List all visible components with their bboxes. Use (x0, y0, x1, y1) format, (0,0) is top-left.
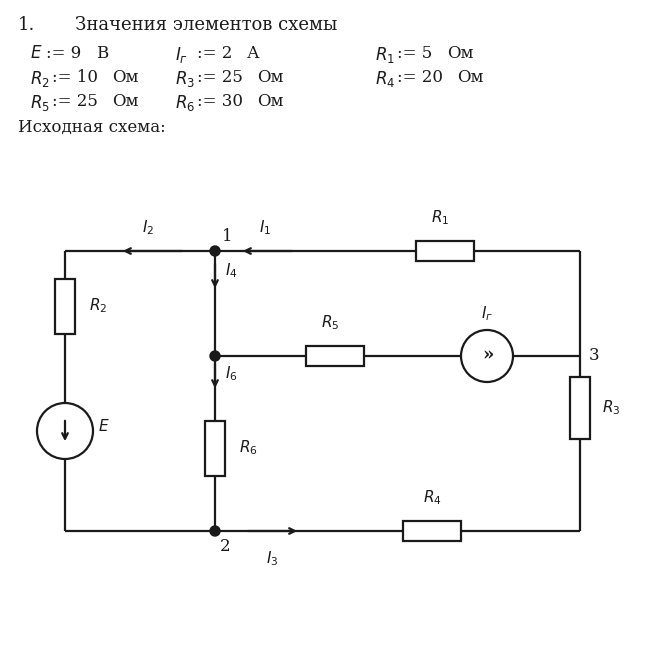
Text: := 5: := 5 (397, 45, 432, 62)
Text: $E$: $E$ (30, 45, 43, 62)
Text: $I_3$: $I_3$ (266, 549, 278, 567)
Circle shape (210, 526, 220, 536)
Text: Ом: Ом (257, 93, 284, 110)
Bar (416, 241, 474, 261)
Text: 1: 1 (222, 228, 233, 245)
Circle shape (461, 330, 513, 382)
Text: $R_2$: $R_2$ (30, 69, 50, 89)
Text: Ом: Ом (112, 93, 138, 110)
Text: $I_4$: $I_4$ (225, 262, 238, 280)
Text: := 9: := 9 (46, 45, 81, 62)
Text: := 25: := 25 (52, 93, 98, 110)
Text: $I_г$: $I_г$ (175, 45, 188, 65)
Circle shape (37, 403, 93, 459)
Text: := 25: := 25 (197, 69, 243, 86)
Text: Исходная схема:: Исходная схема: (18, 119, 166, 136)
Bar (205, 420, 225, 476)
Text: $R_6$: $R_6$ (239, 439, 258, 458)
Text: »: » (483, 346, 494, 364)
Text: := 10: := 10 (52, 69, 98, 86)
Text: Ом: Ом (112, 69, 138, 86)
Circle shape (210, 351, 220, 361)
Text: Ом: Ом (457, 69, 483, 86)
Text: $R_5$: $R_5$ (321, 313, 339, 332)
Bar (55, 278, 75, 334)
Text: 2: 2 (220, 538, 231, 555)
Text: А: А (247, 45, 260, 62)
Text: $I_2$: $I_2$ (142, 218, 154, 237)
Text: В: В (96, 45, 109, 62)
Text: $R_4$: $R_4$ (375, 69, 395, 89)
Text: := 20: := 20 (397, 69, 443, 86)
Bar (403, 521, 461, 541)
Text: 1.: 1. (18, 16, 36, 34)
Text: $R_5$: $R_5$ (30, 93, 50, 113)
Text: Ом: Ом (447, 45, 474, 62)
Text: $R_3$: $R_3$ (175, 69, 195, 89)
Text: := 2: := 2 (197, 45, 233, 62)
Text: $R_2$: $R_2$ (89, 296, 107, 315)
Text: Значения элементов схемы: Значения элементов схемы (75, 16, 337, 34)
Text: $E$: $E$ (98, 418, 110, 434)
Text: $I_6$: $I_6$ (225, 365, 238, 384)
Text: $R_6$: $R_6$ (175, 93, 195, 113)
Text: Ом: Ом (257, 69, 284, 86)
Bar (570, 377, 590, 439)
Text: 3: 3 (589, 348, 599, 364)
Text: $I_г$: $I_г$ (481, 304, 493, 323)
Text: $R_1$: $R_1$ (375, 45, 395, 65)
Text: $R_3$: $R_3$ (602, 399, 620, 418)
Text: := 30: := 30 (197, 93, 243, 110)
Text: $R_1$: $R_1$ (431, 208, 449, 227)
Circle shape (210, 246, 220, 256)
Bar (306, 346, 364, 366)
Text: $I_1$: $I_1$ (259, 218, 271, 237)
Text: $R_4$: $R_4$ (422, 488, 441, 507)
